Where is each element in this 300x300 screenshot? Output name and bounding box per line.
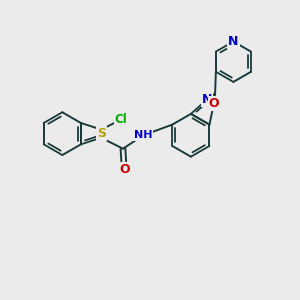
Text: O: O xyxy=(208,97,219,110)
Text: NH: NH xyxy=(134,130,153,140)
Text: N: N xyxy=(228,35,239,48)
Text: S: S xyxy=(97,127,106,140)
Text: N: N xyxy=(202,93,212,106)
Text: Cl: Cl xyxy=(115,113,128,126)
Text: O: O xyxy=(119,163,130,176)
